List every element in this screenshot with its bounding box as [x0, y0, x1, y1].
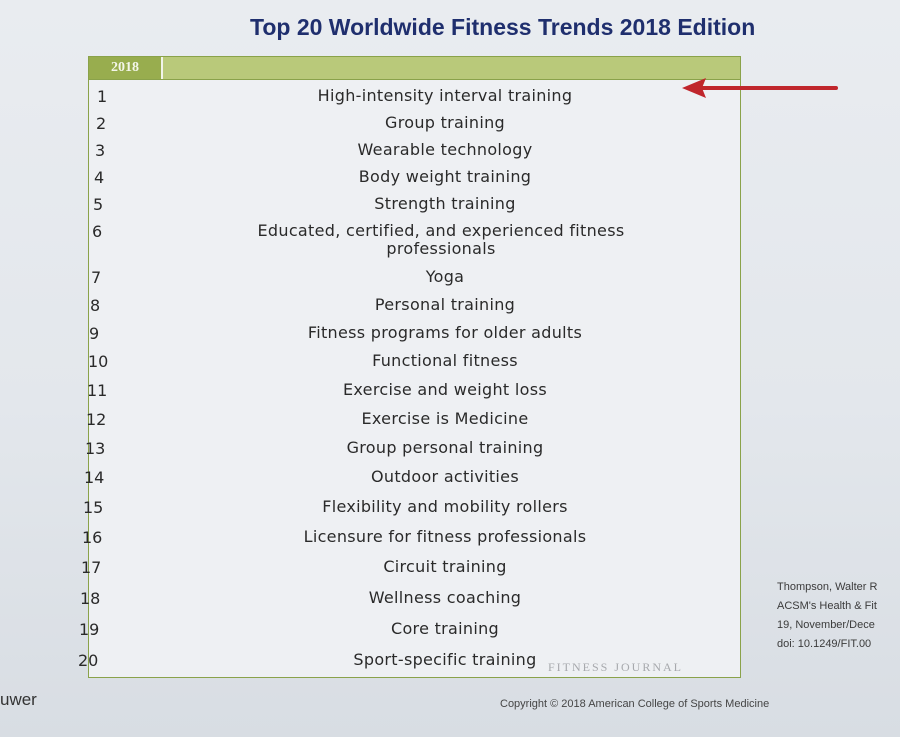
slide-title: Top 20 Worldwide Fitness Trends 2018 Edi…	[250, 14, 756, 40]
trend-rank: 13	[85, 439, 106, 458]
trend-rank: 16	[82, 528, 103, 547]
trend-rank: 18	[80, 589, 101, 608]
trend-name: Personal training	[374, 295, 516, 314]
copyright-text: Copyright © 2018 American College of Spo…	[500, 698, 770, 710]
citation-line: Thompson, Walter R	[777, 581, 878, 593]
trend-rank: 7	[91, 268, 102, 287]
trend-rank: 12	[86, 410, 107, 429]
trend-name: Body weight training	[358, 167, 532, 186]
trend-rank: 2	[96, 114, 107, 133]
trend-name: Flexibility and mobility rollers	[322, 497, 568, 516]
trend-rank: 15	[83, 498, 104, 517]
trend-rank: 1	[97, 87, 108, 106]
trend-rank: 19	[79, 620, 100, 639]
trend-name: Licensure for fitness professionals	[303, 527, 587, 546]
trend-rank: 10	[88, 352, 109, 371]
citation-block: Thompson, Walter R ACSM's Health & Fit 1…	[777, 578, 877, 654]
trend-rank: 4	[94, 168, 105, 187]
trend-rank: 8	[90, 296, 101, 315]
trend-rank: 14	[84, 468, 105, 487]
citation-line: 19, November/Dece	[777, 619, 875, 631]
trend-rank: 11	[87, 381, 108, 400]
trend-name: Educated, certified, and experienced fit…	[257, 221, 625, 258]
table-header: 2018	[88, 56, 741, 80]
trend-name: Group training	[385, 113, 505, 132]
trend-name: Group personal training	[346, 438, 544, 457]
trend-name: Wellness coaching	[368, 588, 522, 607]
trend-name: Yoga	[425, 267, 465, 286]
trend-rank: 6	[92, 222, 103, 241]
trend-rank: 3	[95, 141, 106, 160]
trend-name: Outdoor activities	[371, 467, 519, 486]
arrow-left-icon	[682, 78, 838, 98]
trend-rank: 9	[89, 324, 100, 343]
trend-rank: 20	[78, 651, 99, 670]
trend-name: Exercise and weight loss	[343, 380, 547, 399]
citation-line: doi: 10.1249/FIT.00	[777, 638, 872, 650]
trend-name: Core training	[390, 619, 499, 638]
trend-name: Strength training	[374, 194, 516, 213]
journal-watermark: FITNESS JOURNAL	[548, 660, 684, 674]
trend-name: Wearable technology	[357, 140, 533, 159]
trend-name: Functional fitness	[372, 351, 518, 370]
trend-name: Fitness programs for older adults	[307, 323, 583, 342]
header-year: 2018	[89, 57, 163, 79]
trend-name: Circuit training	[383, 557, 507, 576]
trend-rank: 17	[81, 558, 102, 577]
publisher-fragment: uwer	[0, 690, 37, 709]
trend-rank: 5	[93, 195, 104, 214]
trend-name: Exercise is Medicine	[361, 409, 529, 428]
trend-name: High-intensity interval training	[317, 86, 573, 105]
citation-line: ACSM's Health & Fit	[777, 600, 877, 612]
trend-name: Sport-specific training	[353, 650, 537, 669]
trends-table	[88, 56, 741, 678]
